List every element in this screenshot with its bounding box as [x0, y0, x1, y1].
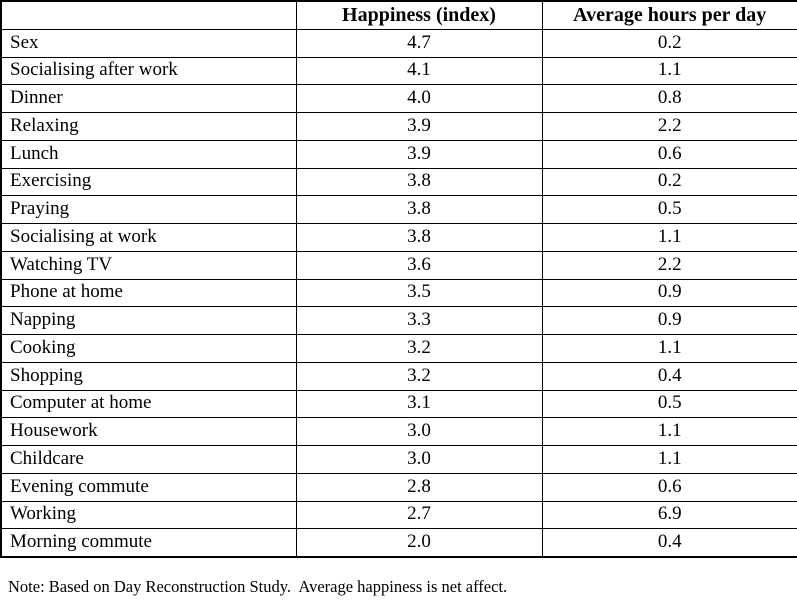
activity-cell: Housework: [0, 417, 297, 446]
activity-cell: Praying: [0, 195, 297, 224]
activity-cell: Cooking: [0, 334, 297, 363]
table-row: Napping 3.3 0.9: [0, 306, 797, 335]
happiness-cell: 3.5: [295, 278, 543, 308]
hours-cell: 0.9: [541, 278, 797, 308]
activity-cell: Socialising at work: [0, 223, 297, 252]
hours-cell: 2.2: [541, 250, 797, 280]
table-row: Computer at home 3.1 0.5: [0, 389, 797, 419]
happiness-cell: 3.6: [295, 250, 543, 280]
activity-cell: Shopping: [0, 361, 297, 391]
hours-cell: 6.9: [541, 500, 797, 530]
table-row: Watching TV 3.6 2.2: [0, 250, 797, 280]
happiness-cell: 4.1: [295, 56, 543, 86]
hours-cell: 1.1: [541, 445, 797, 474]
activity-cell: Napping: [0, 306, 297, 335]
happiness-cell: 2.7: [295, 500, 543, 530]
table-row: Socialising after work 4.1 1.1: [0, 56, 797, 86]
table-row: Phone at home 3.5 0.9: [0, 278, 797, 308]
happiness-cell: 2.8: [295, 472, 543, 502]
activity-cell: Watching TV: [0, 250, 297, 280]
activity-cell: Childcare: [0, 445, 297, 474]
hours-cell: 0.2: [541, 28, 797, 58]
activity-cell: Sex: [0, 28, 297, 58]
happiness-table: Happiness (index) Average hours per day …: [0, 0, 797, 558]
hours-cell: 1.1: [541, 223, 797, 252]
hours-cell: 0.5: [541, 195, 797, 224]
table-row: Socialising at work 3.8 1.1: [0, 223, 797, 252]
activity-cell: Evening commute: [0, 472, 297, 502]
table-row: Relaxing 3.9 2.2: [0, 112, 797, 141]
hours-cell: 1.1: [541, 56, 797, 86]
happiness-cell: 3.9: [295, 139, 543, 169]
activity-cell: Phone at home: [0, 278, 297, 308]
activity-cell: Lunch: [0, 139, 297, 169]
happiness-cell: 4.7: [295, 28, 543, 58]
table-row: Housework 3.0 1.1: [0, 417, 797, 446]
activity-cell: Dinner: [0, 84, 297, 113]
activity-cell: Socialising after work: [0, 56, 297, 86]
table-row: Dinner 4.0 0.8: [0, 84, 797, 113]
happiness-cell: 3.3: [295, 306, 543, 335]
hours-cell: 0.9: [541, 306, 797, 335]
activity-cell: Computer at home: [0, 389, 297, 419]
hours-cell: 0.5: [541, 389, 797, 419]
table-row: Shopping 3.2 0.4: [0, 361, 797, 391]
header-row: Happiness (index) Average hours per day: [0, 0, 797, 30]
activity-cell: Working: [0, 500, 297, 530]
hours-cell: 0.2: [541, 167, 797, 197]
header-average-hours: Average hours per day: [541, 0, 797, 30]
hours-cell: 0.8: [541, 84, 797, 113]
hours-cell: 0.4: [541, 528, 797, 558]
table-row: Evening commute 2.8 0.6: [0, 472, 797, 502]
happiness-cell: 3.2: [295, 334, 543, 363]
happiness-cell: 3.1: [295, 389, 543, 419]
hours-cell: 1.1: [541, 417, 797, 446]
table-row: Exercising 3.8 0.2: [0, 167, 797, 197]
table-row: Morning commute 2.0 0.4: [0, 528, 797, 558]
hours-cell: 2.2: [541, 112, 797, 141]
hours-cell: 0.6: [541, 139, 797, 169]
happiness-cell: 2.0: [295, 528, 543, 558]
happiness-cell: 3.2: [295, 361, 543, 391]
table-body: Sex 4.7 0.2 Socialising after work 4.1 1.1 Din…: [0, 28, 797, 558]
hours-cell: 1.1: [541, 334, 797, 363]
happiness-cell: 4.0: [295, 84, 543, 113]
table-row: Working 2.7 6.9: [0, 500, 797, 530]
activity-cell: Relaxing: [0, 112, 297, 141]
table-note: Note: Based on Day Reconstruction Study.…: [8, 577, 508, 596]
happiness-cell: 3.0: [295, 417, 543, 446]
table-row: Childcare 3.0 1.1: [0, 445, 797, 474]
happiness-cell: 3.8: [295, 223, 543, 252]
hours-cell: 0.4: [541, 361, 797, 391]
table-row: Lunch 3.9 0.6: [0, 139, 797, 169]
table-row: Sex 4.7 0.2: [0, 28, 797, 58]
activity-cell: Exercising: [0, 167, 297, 197]
hours-cell: 0.6: [541, 472, 797, 502]
happiness-cell: 3.9: [295, 112, 543, 141]
happiness-cell: 3.8: [295, 167, 543, 197]
happiness-cell: 3.8: [295, 195, 543, 224]
happiness-cell: 3.0: [295, 445, 543, 474]
header-activity: [0, 0, 297, 30]
header-happiness-index: Happiness (index): [295, 0, 543, 30]
activity-cell: Morning commute: [0, 528, 297, 558]
table-row: Cooking 3.2 1.1: [0, 334, 797, 363]
table-row: Praying 3.8 0.5: [0, 195, 797, 224]
